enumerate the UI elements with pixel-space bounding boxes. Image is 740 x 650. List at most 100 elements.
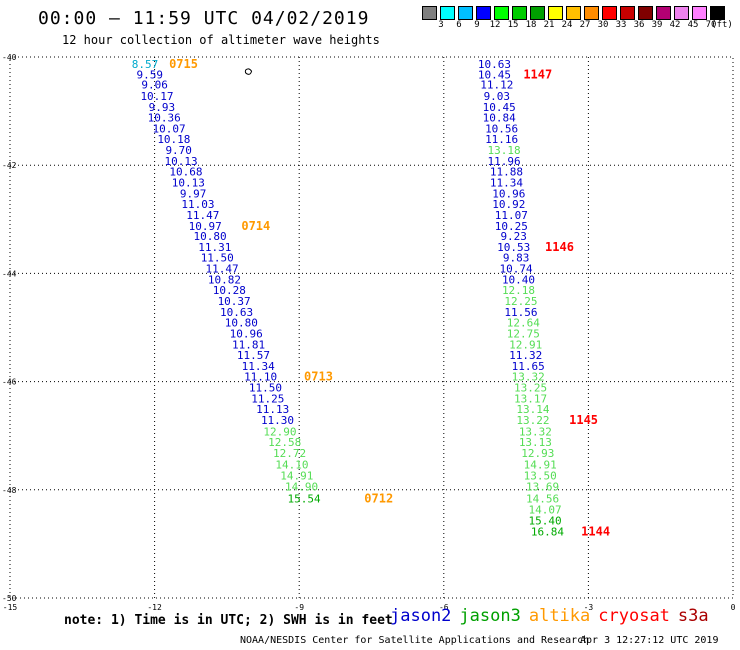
wave-height-label-left: 10.80 [193, 230, 226, 243]
color-swatch [530, 6, 545, 20]
wave-height-label-left: 11.47 [206, 263, 239, 276]
satellite-legend: jason2 jason3 altika cryosat s3a [390, 606, 717, 626]
wave-height-label-right: 11.12 [480, 79, 513, 92]
pass-time-label: 1146 [545, 240, 574, 254]
wave-height-label-right: 10.45 [483, 101, 516, 114]
wave-height-label-right: 14.07 [528, 503, 561, 516]
color-swatch [476, 6, 491, 20]
axis-tick-labels: -15 -12 -9 -6 -3 0 -40 -42 -44 -46 -48 -50 [2, 53, 736, 612]
wave-height-label-left: 14.10 [275, 458, 308, 471]
color-scale-tick: 39 [651, 20, 663, 30]
wave-height-label-left: 9.70 [165, 144, 192, 157]
grid-lines [10, 57, 733, 598]
wave-height-label-left: 10.96 [230, 327, 263, 340]
wave-height-label-left: 11.31 [198, 241, 231, 254]
wave-height-label-right: 9.23 [500, 230, 527, 243]
wave-height-label-left: 10.07 [152, 122, 185, 135]
wave-height-label-right: 10.53 [497, 241, 530, 254]
wave-height-label-left: 12.72 [273, 447, 306, 460]
color-swatch [656, 6, 671, 20]
wave-height-label-right: 10.40 [502, 273, 535, 286]
wave-height-label-right: 11.16 [485, 133, 518, 146]
wave-height-label-right: 15.40 [528, 515, 561, 528]
color-scale-tick: 18 [525, 20, 537, 30]
wave-height-label-left: 10.13 [172, 177, 205, 190]
wave-height-label-right: 11.88 [490, 166, 523, 179]
wave-height-label-left: 10.80 [225, 317, 258, 330]
color-swatch [440, 6, 455, 20]
wave-height-label-right: 13.14 [516, 403, 549, 416]
x-tick-label: -9 [294, 603, 304, 612]
wave-height-label-left: 11.03 [181, 198, 214, 211]
y-tick-label: -50 [2, 594, 17, 603]
pass-time-label: 0712 [364, 491, 393, 505]
color-scale-tick: 9 [474, 20, 480, 30]
color-swatch [512, 6, 527, 20]
color-scale-tick: 27 [579, 20, 591, 30]
wave-height-label-left: 11.30 [261, 414, 294, 427]
x-tick-label: -15 [3, 603, 18, 612]
pass-time-label: 1144 [581, 524, 610, 538]
wave-height-label-left: 11.47 [186, 209, 219, 222]
pass-time-label: 0714 [241, 219, 270, 233]
wave-height-label-left: 9.06 [141, 79, 168, 92]
wave-height-label-right: 11.96 [487, 155, 520, 168]
wave-height-label-right: 10.84 [483, 112, 516, 125]
wave-height-label-right: 11.56 [504, 306, 537, 319]
wave-height-label-right: 10.92 [492, 198, 525, 211]
data-marks: 8.579.599.0610.179.9310.3610.0710.189.70… [132, 57, 610, 538]
color-swatch [602, 6, 617, 20]
wave-height-label-left: 9.59 [137, 68, 164, 81]
satellite-s3a: s3a [677, 606, 709, 626]
wave-height-label-left: 11.10 [244, 371, 277, 384]
color-swatch [692, 6, 707, 20]
wave-height-label-right: 11.34 [490, 177, 523, 190]
wave-height-label-right: 13.50 [524, 470, 557, 483]
wave-height-label-right: 10.96 [492, 187, 525, 200]
wave-height-label-right: 10.63 [478, 58, 511, 71]
wave-height-label-left: 10.63 [220, 306, 253, 319]
wave-height-label-right: 13.32 [519, 425, 552, 438]
wave-height-label-right: 12.75 [507, 327, 540, 340]
wave-height-label-left: 12.58 [268, 436, 301, 449]
wave-height-label-left: 10.82 [208, 273, 241, 286]
x-tick-label: -3 [584, 603, 594, 612]
color-scale-tick: 15 [507, 20, 519, 30]
satellite-cryosat: cryosat [598, 606, 670, 626]
units-note: note: 1) Time is in UTC; 2) SWH is in fe… [64, 613, 393, 628]
x-tick-label: -6 [439, 603, 449, 612]
satellite-jason3: jason3 [459, 606, 521, 626]
footer-credit: NOAA/NESDIS Center for Satellite Applica… [240, 635, 590, 646]
wave-height-label-left: 11.25 [251, 392, 284, 405]
y-tick-label: -46 [2, 378, 17, 387]
color-scale-tick: 6 [456, 20, 462, 30]
wave-height-label-left: 11.81 [232, 338, 265, 351]
color-swatch [620, 6, 635, 20]
y-tick-label: -40 [2, 53, 17, 62]
chart-subtitle: 12 hour collection of altimeter wave hei… [62, 33, 380, 47]
wave-height-label-right: 13.22 [516, 414, 549, 427]
wave-height-label-left: 11.50 [249, 382, 282, 395]
color-scale-labels: 3 6 9 12 15 18 21 24 27 30 33 36 39 42 45 70 (ft) [422, 20, 740, 34]
wave-height-label-right: 13.17 [514, 392, 547, 405]
wave-height-label-right: 13.25 [514, 382, 547, 395]
wave-height-label-right: 10.25 [495, 220, 528, 233]
plot-frame [9, 56, 734, 599]
wave-height-label-right: 16.84 [531, 525, 564, 538]
x-tick-label: -12 [147, 603, 162, 612]
color-scale-tick: 30 [597, 20, 609, 30]
wave-height-label-left: 10.37 [218, 295, 251, 308]
wave-height-label-right: 10.74 [500, 263, 533, 276]
color-swatch [584, 6, 599, 20]
wave-height-label-left: 11.13 [256, 403, 289, 416]
color-scale-unit: (ft) [711, 20, 733, 30]
chart-title: 00:00 — 11:59 UTC 04/02/2019 [38, 8, 370, 29]
wave-height-label-right: 12.64 [507, 317, 540, 330]
wave-height-label-left: 10.68 [169, 166, 202, 179]
color-scale-tick: 24 [561, 20, 573, 30]
wave-height-label-right: 12.25 [504, 295, 537, 308]
wave-height-label-right: 13.13 [519, 436, 552, 449]
wave-height-label-right: 13.18 [487, 144, 520, 157]
wave-height-label-left: 11.34 [242, 360, 275, 373]
